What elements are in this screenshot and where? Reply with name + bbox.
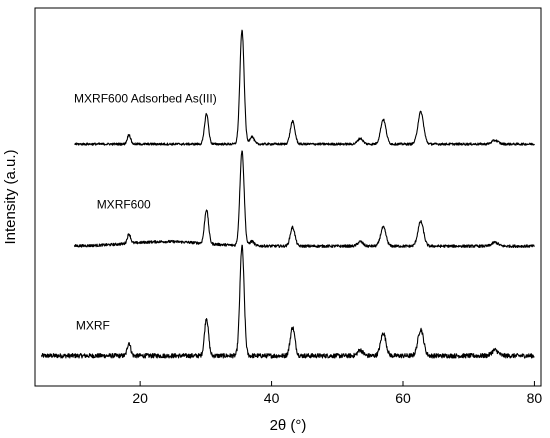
series-annotation: MXRF600 Adsorbed As(III) xyxy=(74,92,217,106)
series-annotation: MXRF600 xyxy=(97,197,151,211)
x-tick-label: 20 xyxy=(132,390,148,406)
x-tick-label: 60 xyxy=(395,390,411,406)
plot-frame xyxy=(34,7,542,387)
annotation-layer: MXRF600 Adsorbed As(III) MXRF600 MXRF xyxy=(74,92,217,333)
series-line-2 xyxy=(74,29,535,146)
y-axis-label: Intensity (a.u.) xyxy=(2,149,19,244)
x-axis-label: 2θ (°) xyxy=(270,417,307,434)
x-tick-label: 40 xyxy=(264,390,280,406)
series-line-1 xyxy=(73,150,535,248)
x-tick-label: 80 xyxy=(527,390,543,406)
series-line-0 xyxy=(41,244,535,359)
series-annotation: MXRF xyxy=(76,318,110,332)
x-axis-ticks: 20 40 60 80 xyxy=(132,381,542,406)
series-layer xyxy=(41,29,535,359)
